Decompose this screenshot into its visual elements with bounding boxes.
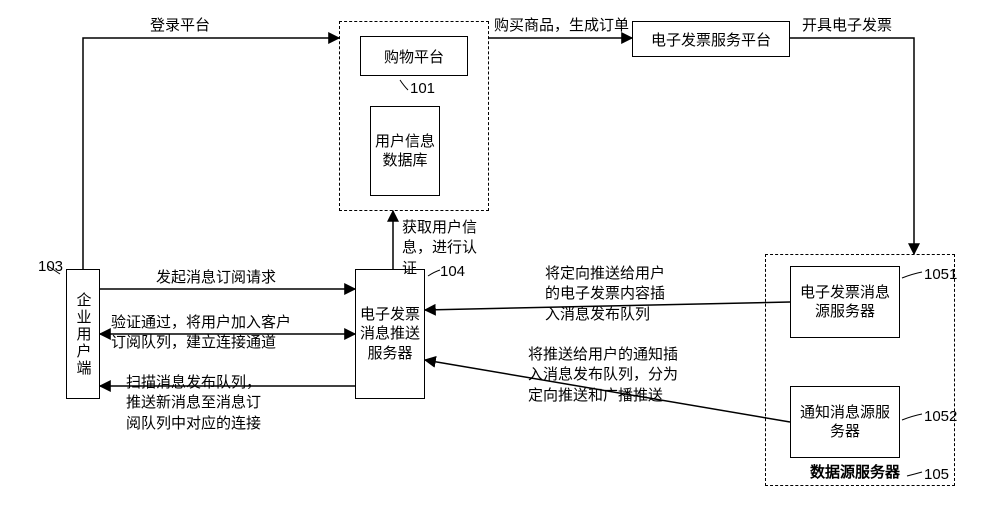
push-server-box: 电子发票消息推送服务器 xyxy=(355,269,425,399)
label-scan: 扫描消息发布队列， 推送新消息至消息订 阅队列中对应的连接 xyxy=(126,373,261,434)
label-buy: 购买商品，生成订单 xyxy=(494,16,629,36)
label-verify: 验证通过，将用户加入客户 订阅队列，建立连接通道 xyxy=(111,313,291,354)
client-box: 企业用户端 xyxy=(66,269,100,399)
shopping-label: 购物平台 xyxy=(384,46,444,67)
label-issue: 开具电子发票 xyxy=(802,16,892,36)
einvoice-svc-label: 电子发票服务平台 xyxy=(651,29,771,50)
label-direct-push: 将定向推送给用户 的电子发票内容插 入消息发布队列 xyxy=(545,264,665,325)
notify-src-label: 通知消息源服务器 xyxy=(795,403,895,442)
ref-103: 103 xyxy=(38,258,63,275)
ref-104: 104 xyxy=(440,263,465,280)
userdb-label: 用户信息数据库 xyxy=(375,132,435,171)
shopping-box: 购物平台 xyxy=(360,36,468,76)
ref-101: 101 xyxy=(410,80,435,97)
userdb-box: 用户信息数据库 xyxy=(370,106,440,196)
label-notify-push: 将推送给用户的通知插 入消息发布队列，分为 定向推送和广播推送 xyxy=(528,345,678,406)
einvoice-svc-box: 电子发票服务平台 xyxy=(632,21,790,57)
ds-group-title: 数据源服务器 xyxy=(810,463,900,483)
ref-1051: 1051 xyxy=(924,266,957,283)
notify-src-box: 通知消息源服务器 xyxy=(790,386,900,458)
push-server-label: 电子发票消息推送服务器 xyxy=(360,305,420,364)
label-subscribe: 发起消息订阅请求 xyxy=(156,268,276,288)
msg-src-box: 电子发票消息源服务器 xyxy=(790,266,900,338)
msg-src-label: 电子发票消息源服务器 xyxy=(795,283,895,322)
ref-105: 105 xyxy=(924,466,949,483)
client-label: 企业用户端 xyxy=(73,292,94,377)
label-login: 登录平台 xyxy=(150,16,210,36)
ref-1052: 1052 xyxy=(924,408,957,425)
